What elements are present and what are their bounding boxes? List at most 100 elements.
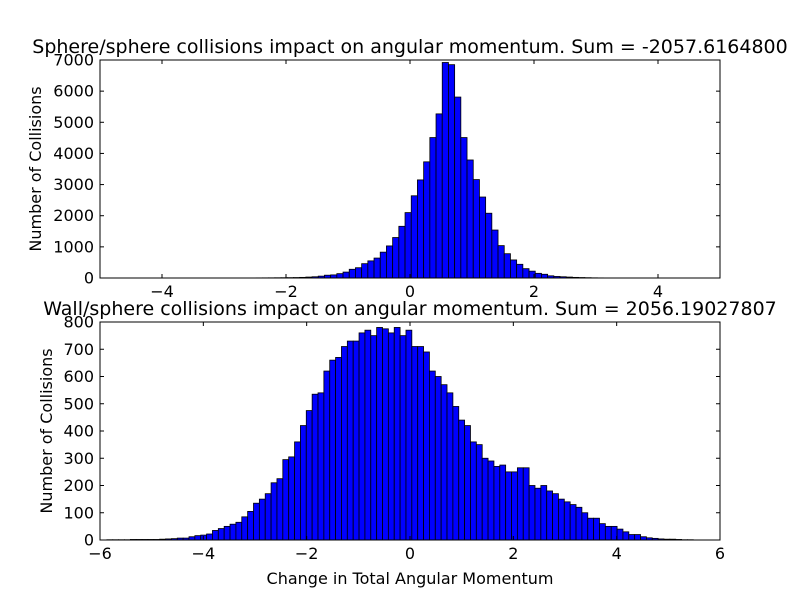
- histogram-bar: [552, 493, 559, 541]
- histogram-bar: [206, 533, 213, 541]
- histogram-bar: [448, 64, 456, 279]
- histogram-bar: [470, 441, 477, 541]
- histogram-bar: [541, 273, 549, 279]
- histogram-bar: [405, 329, 413, 541]
- histogram-bar: [329, 359, 337, 541]
- histogram-bar: [634, 534, 641, 541]
- x-tick-label: −2: [295, 544, 319, 563]
- histogram-bar: [276, 478, 284, 541]
- x-tick-label: 4: [612, 544, 622, 563]
- histogram-bar: [364, 329, 372, 541]
- histogram-bar: [493, 466, 501, 541]
- histogram-bar: [370, 335, 378, 541]
- histogram-bar: [440, 384, 448, 541]
- histogram-bar: [358, 332, 366, 541]
- histogram-bar: [429, 370, 436, 541]
- ticks-group: −4 −2 0 2 4 0 1000 2000 3000 4000 5000 6000 7000: [53, 51, 720, 301]
- histogram-bar: [223, 525, 231, 541]
- histogram-bar: [534, 487, 542, 541]
- histogram-bar: [435, 113, 443, 279]
- wall-sphere-histogram-panel: Wall/sphere collisions impact on angular…: [37, 298, 777, 588]
- sphere-sphere-histogram-panel: Sphere/sphere collisions impact on angul…: [26, 36, 788, 301]
- y-tick-label: 5000: [53, 113, 94, 132]
- histogram-bar: [499, 464, 507, 541]
- histogram-bar: [376, 327, 383, 541]
- x-tick-label: −6: [88, 544, 112, 563]
- histogram-bar: [382, 328, 389, 541]
- histogram-bar: [392, 237, 400, 279]
- histogram-bar: [604, 525, 612, 541]
- x-tick-label: 2: [529, 282, 539, 301]
- y-axis-label: Number of Collisions: [37, 348, 56, 513]
- histogram-bar: [454, 96, 462, 279]
- histogram-bar: [423, 161, 431, 279]
- histogram-bar: [511, 471, 518, 541]
- y-tick-label: 3000: [53, 175, 94, 194]
- histogram-bar: [505, 471, 512, 541]
- histogram-bar: [593, 517, 600, 541]
- histogram-bar: [622, 531, 630, 541]
- histogram-bar: [355, 267, 363, 279]
- x-tick-label: −2: [274, 282, 298, 301]
- ticks-group: −6 −4 −2 0 2 4 6 0 100 200 300 400 500 600 700 800: [63, 313, 725, 564]
- histogram-bar: [282, 459, 290, 541]
- histogram-bar: [546, 490, 553, 541]
- histogram-bar: [317, 392, 325, 541]
- histogram-bar: [479, 196, 487, 279]
- y-tick-label: 300: [63, 449, 94, 468]
- histogram-bar: [429, 137, 437, 279]
- histogram-bar: [311, 393, 319, 541]
- histogram-bar: [441, 62, 449, 279]
- histogram-bar: [446, 392, 454, 541]
- histogram-bar: [466, 159, 474, 279]
- histogram-bar: [300, 425, 307, 541]
- y-tick-label: 1000: [53, 237, 94, 256]
- histogram-bar: [367, 260, 375, 279]
- histogram-bar: [264, 493, 272, 541]
- histogram-bar: [599, 523, 606, 541]
- histogram-bar: [475, 444, 483, 541]
- plot-frame: [99, 321, 721, 541]
- histogram-bar: [487, 460, 495, 541]
- histogram-bar: [522, 467, 530, 541]
- histogram-bar: [503, 253, 511, 279]
- histogram-bar: [460, 137, 468, 279]
- histogram-bar: [581, 512, 589, 541]
- histogram-bar: [534, 272, 542, 279]
- histogram-bar: [569, 504, 577, 541]
- chart-title: Sphere/sphere collisions impact on angul…: [32, 36, 787, 58]
- histogram-bar: [522, 268, 530, 279]
- y-tick-label: 100: [63, 503, 94, 522]
- histogram-bar: [379, 251, 387, 279]
- histogram-bar: [217, 528, 225, 541]
- histogram-bar: [575, 506, 583, 541]
- y-tick-label: 400: [63, 422, 94, 441]
- histogram-bar: [348, 268, 356, 279]
- y-tick-label: 800: [63, 313, 94, 332]
- x-tick-label: −4: [150, 282, 174, 301]
- y-tick-label: 4000: [53, 144, 94, 163]
- histogram-bar: [229, 523, 237, 541]
- x-axis-label: Change in Total Angular Momentum: [267, 569, 554, 588]
- histogram-bar: [386, 245, 394, 279]
- histogram-bar: [497, 245, 505, 279]
- histogram-bar: [434, 376, 442, 541]
- y-tick-label: 500: [63, 394, 94, 413]
- histogram-bar: [393, 327, 401, 541]
- y-tick-label: 0: [84, 531, 94, 550]
- histogram-bar: [516, 263, 524, 279]
- histogram-bar: [452, 406, 460, 541]
- histogram-bar: [398, 225, 406, 279]
- histogram-bar: [516, 467, 524, 541]
- x-tick-label: 6: [715, 544, 725, 563]
- x-tick-label: 4: [653, 282, 663, 301]
- x-tick-label: 2: [508, 544, 518, 563]
- histogram-bar: [387, 332, 395, 541]
- x-tick-label: 0: [405, 544, 415, 563]
- histogram-bar: [404, 212, 412, 279]
- histogram-bar: [410, 195, 418, 279]
- y-axis-label: Number of Collisions: [26, 86, 45, 251]
- y-tick-label: 600: [63, 367, 94, 386]
- histogram-bar: [472, 179, 480, 279]
